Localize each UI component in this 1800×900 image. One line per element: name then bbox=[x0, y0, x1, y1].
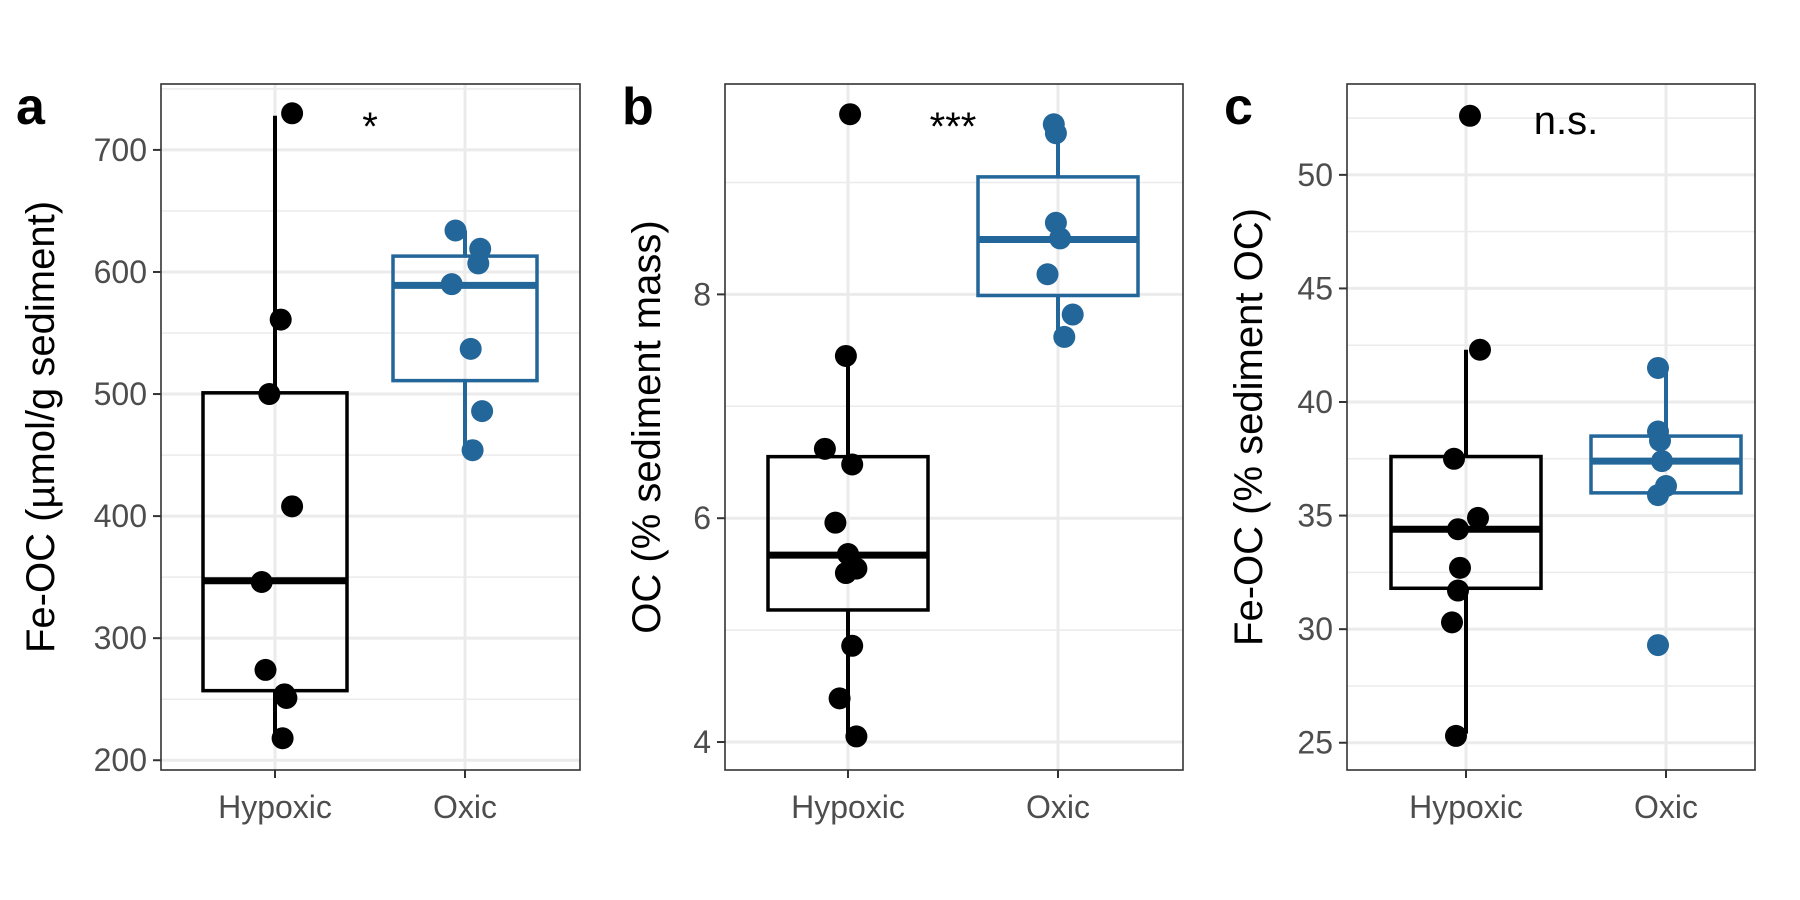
y-tick-label: 8 bbox=[693, 276, 711, 312]
data-point bbox=[440, 273, 463, 296]
y-axis-title: Fe-OC (% sediment OC) bbox=[1227, 208, 1271, 646]
data-point bbox=[269, 308, 292, 331]
x-tick-label: Hypoxic bbox=[218, 789, 332, 825]
data-point bbox=[281, 495, 304, 518]
y-tick-label: 700 bbox=[94, 132, 147, 168]
y-tick-label: 6 bbox=[693, 500, 711, 536]
box-oxic bbox=[391, 230, 539, 449]
data-point bbox=[1449, 556, 1471, 579]
panel-b: 4 6 8 Hypoxic Oxic OC (% sediment mass) b *** bbox=[622, 78, 1184, 825]
data-point bbox=[813, 437, 836, 460]
data-point bbox=[1447, 579, 1469, 602]
data-point bbox=[1053, 325, 1076, 348]
y-axis-title: OC (% sediment mass) bbox=[625, 220, 669, 633]
data-point bbox=[1651, 450, 1673, 473]
data-point bbox=[834, 562, 857, 585]
panel-a: 200 300 400 500 600 700 Hypoxic Oxic Fe-OC (µmol… bbox=[16, 78, 581, 825]
data-point bbox=[467, 252, 490, 275]
x-tick-label: Oxic bbox=[433, 789, 497, 825]
x-tick-label: Oxic bbox=[1026, 789, 1090, 825]
data-point bbox=[1447, 518, 1469, 541]
y-tick-label: 35 bbox=[1297, 498, 1333, 534]
panel-letter: b bbox=[622, 78, 654, 136]
panel-letter: a bbox=[16, 78, 46, 136]
data-point bbox=[1469, 338, 1491, 361]
data-point bbox=[1044, 122, 1067, 145]
data-point bbox=[828, 687, 851, 710]
panel-c: 25 30 35 40 45 50 Hypoxic Oxic Fe-OC (% sediment… bbox=[1224, 78, 1756, 825]
data-point bbox=[254, 658, 277, 681]
panel-border bbox=[1346, 83, 1756, 771]
x-tick-label: Hypoxic bbox=[791, 789, 905, 825]
y-tick-label: 500 bbox=[94, 376, 147, 412]
data-point bbox=[1459, 104, 1481, 127]
data-point bbox=[1441, 611, 1463, 634]
x-tick-label: Hypoxic bbox=[1409, 789, 1523, 825]
data-point bbox=[281, 102, 304, 125]
data-point bbox=[258, 383, 281, 406]
y-tick-label: 50 bbox=[1297, 157, 1333, 193]
panel-letter: c bbox=[1224, 78, 1253, 136]
data-point bbox=[841, 634, 864, 657]
y-tick-label: 30 bbox=[1297, 611, 1333, 647]
data-point bbox=[1036, 263, 1059, 286]
y-tick-label: 400 bbox=[94, 498, 147, 534]
y-tick-label: 200 bbox=[94, 742, 147, 778]
data-point bbox=[1443, 447, 1465, 470]
data-point bbox=[1647, 356, 1669, 379]
panel-border bbox=[724, 83, 1184, 771]
data-point bbox=[845, 725, 868, 748]
significance-label: * bbox=[362, 105, 378, 149]
data-point bbox=[444, 219, 467, 242]
y-axis-title: Fe-OC (µmol/g sediment) bbox=[19, 201, 63, 653]
data-point bbox=[834, 344, 857, 367]
significance-label: n.s. bbox=[1534, 99, 1598, 143]
data-point bbox=[1049, 227, 1072, 250]
data-point bbox=[1647, 634, 1669, 657]
data-point bbox=[1467, 506, 1489, 529]
y-tick-label: 600 bbox=[94, 254, 147, 290]
y-tick-label: 25 bbox=[1297, 725, 1333, 761]
data-point bbox=[824, 511, 847, 534]
data-point bbox=[271, 727, 294, 750]
data-point bbox=[250, 571, 273, 594]
y-tick-label: 45 bbox=[1297, 270, 1333, 306]
panel-border bbox=[160, 83, 581, 771]
data-point bbox=[459, 337, 482, 360]
data-point bbox=[1061, 303, 1084, 326]
data-point bbox=[471, 400, 494, 423]
significance-label: *** bbox=[930, 105, 977, 149]
data-point bbox=[839, 103, 862, 126]
data-point bbox=[275, 686, 298, 709]
y-tick-label: 40 bbox=[1297, 384, 1333, 420]
data-point bbox=[1649, 429, 1671, 452]
data-point bbox=[841, 453, 864, 476]
y-tick-label: 300 bbox=[94, 620, 147, 656]
plot-background bbox=[1347, 84, 1755, 770]
data-point bbox=[1647, 484, 1669, 507]
x-tick-label: Oxic bbox=[1634, 789, 1698, 825]
plot-background bbox=[725, 84, 1183, 770]
y-tick-label: 4 bbox=[693, 724, 711, 760]
data-point bbox=[1445, 724, 1467, 747]
box-iqr bbox=[391, 254, 539, 383]
data-point bbox=[461, 439, 484, 462]
plot-background bbox=[161, 84, 580, 770]
